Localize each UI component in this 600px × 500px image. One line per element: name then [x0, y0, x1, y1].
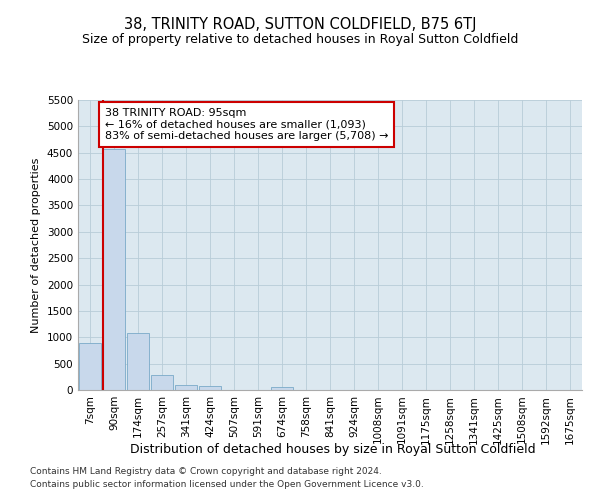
Text: 38, TRINITY ROAD, SUTTON COLDFIELD, B75 6TJ: 38, TRINITY ROAD, SUTTON COLDFIELD, B75 …: [124, 18, 476, 32]
Text: Size of property relative to detached houses in Royal Sutton Coldfield: Size of property relative to detached ho…: [82, 32, 518, 46]
Bar: [127, 334, 149, 390]
Bar: [103, 149, 125, 390]
Bar: [271, 387, 293, 390]
Bar: [175, 386, 197, 390]
Y-axis label: Number of detached properties: Number of detached properties: [31, 158, 41, 332]
Text: Contains HM Land Registry data © Crown copyright and database right 2024.: Contains HM Land Registry data © Crown c…: [30, 467, 382, 476]
Text: Distribution of detached houses by size in Royal Sutton Coldfield: Distribution of detached houses by size …: [130, 442, 536, 456]
Text: 38 TRINITY ROAD: 95sqm
← 16% of detached houses are smaller (1,093)
83% of semi-: 38 TRINITY ROAD: 95sqm ← 16% of detached…: [105, 108, 388, 141]
Bar: [151, 375, 173, 390]
Bar: [199, 386, 221, 390]
Bar: [79, 342, 101, 390]
Text: Contains public sector information licensed under the Open Government Licence v3: Contains public sector information licen…: [30, 480, 424, 489]
